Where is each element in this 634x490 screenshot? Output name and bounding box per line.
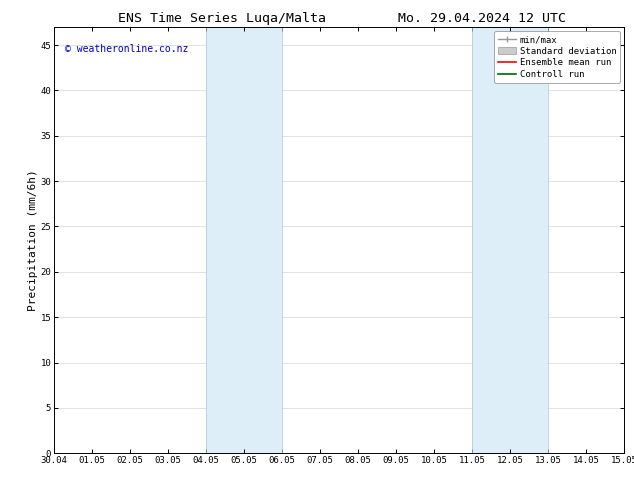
- Text: © weatheronline.co.nz: © weatheronline.co.nz: [65, 44, 189, 54]
- Bar: [206, 27, 282, 453]
- Text: Mo. 29.04.2024 12 UTC: Mo. 29.04.2024 12 UTC: [398, 12, 566, 25]
- Bar: [472, 27, 548, 453]
- Text: ENS Time Series Luqa/Malta: ENS Time Series Luqa/Malta: [118, 12, 326, 25]
- Legend: min/max, Standard deviation, Ensemble mean run, Controll run: min/max, Standard deviation, Ensemble me…: [495, 31, 620, 83]
- Y-axis label: Precipitation (mm/6h): Precipitation (mm/6h): [28, 169, 37, 311]
